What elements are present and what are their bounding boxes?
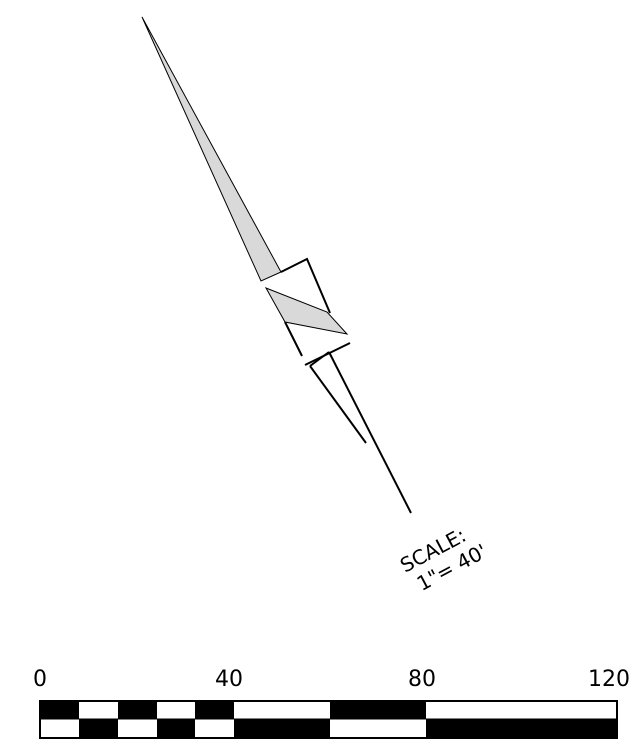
north-arrow-tail-right xyxy=(328,351,412,514)
north-arrow-tail-join xyxy=(309,351,330,367)
scale-note: SCALE: 1"= 40' xyxy=(396,523,491,596)
scale-bar-cell xyxy=(195,701,234,719)
north-arrow-bracket-top xyxy=(280,257,331,314)
scale-bar-labels: 0 40 80 120 xyxy=(33,667,630,692)
north-arrow-tail-left xyxy=(309,365,367,444)
north-arrow xyxy=(141,16,412,514)
scale-bar xyxy=(39,700,618,739)
scale-bar-cell xyxy=(40,701,79,719)
scale-bar-cell xyxy=(234,719,330,738)
scale-bar-cell xyxy=(426,719,617,738)
scale-bar-label-120: 120 xyxy=(588,667,630,692)
scale-bar-label-80: 80 xyxy=(408,667,436,692)
north-arrow-bracket-bottom xyxy=(284,321,303,357)
scale-bar-cell xyxy=(157,719,195,738)
scale-bar-cell xyxy=(79,719,118,738)
scale-bar-cell xyxy=(118,701,157,719)
north-arrow-needle xyxy=(141,16,282,282)
scale-bar-cell xyxy=(330,701,426,719)
scale-bar-label-0: 0 xyxy=(33,667,47,692)
north-arrow-band xyxy=(264,287,349,335)
scale-bar-label-40: 40 xyxy=(215,667,243,692)
